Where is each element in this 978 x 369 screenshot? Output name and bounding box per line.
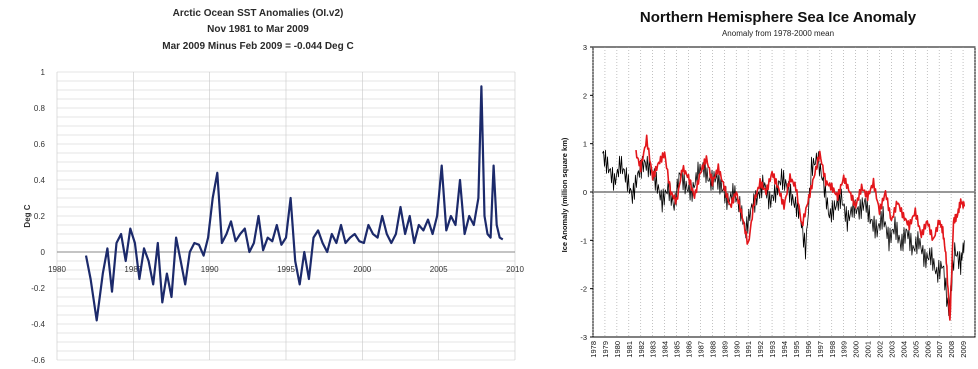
- right-x-tick-label: 1994: [780, 341, 789, 358]
- right-chart-series: [602, 134, 966, 321]
- left-y-tick-label: -0.4: [31, 320, 45, 329]
- left-x-tick-label: 1990: [201, 265, 219, 274]
- right-x-tick-label: 1996: [804, 341, 813, 358]
- left-chart-annotation: Mar 2009 Minus Feb 2009 = -0.044 Deg C: [162, 41, 353, 52]
- right-x-tick-label: 1990: [732, 341, 741, 358]
- right-y-tick-label: 0: [583, 188, 587, 197]
- right-series-red-line: [635, 134, 966, 321]
- left-series-line: [84, 85, 504, 322]
- left-chart-y-label: Deg C: [23, 204, 32, 227]
- left-x-tick-label: 2010: [506, 265, 524, 274]
- right-chart-y-label: Ice Anomaly (million square km): [560, 137, 569, 252]
- right-x-tick-label: 1981: [625, 341, 634, 358]
- right-x-tick-label: 1979: [601, 341, 610, 358]
- left-chart: Arctic Ocean SST Anomalies (OI.v2) Nov 1…: [23, 8, 524, 365]
- right-x-tick-label: 2004: [899, 341, 908, 358]
- right-x-tick-label: 1980: [613, 341, 622, 358]
- right-y-tick-label: 3: [583, 43, 587, 52]
- right-x-tick-label: 1987: [696, 341, 705, 358]
- right-x-tick-label: 2006: [923, 341, 932, 358]
- right-x-tick-label: 2005: [911, 341, 920, 358]
- left-chart-grid: [56, 71, 516, 361]
- right-x-tick-label: 1995: [792, 341, 801, 358]
- left-y-tick-label: 0.2: [34, 212, 46, 221]
- left-y-tick-label: -0.6: [31, 356, 45, 365]
- right-x-tick-label: 1993: [768, 341, 777, 358]
- right-x-tick-label: 1985: [673, 341, 682, 358]
- right-x-tick-label: 1992: [756, 341, 765, 358]
- right-x-tick-label: 1988: [708, 341, 717, 358]
- right-x-tick-label: 1989: [720, 341, 729, 358]
- right-x-tick-label: 1984: [661, 341, 670, 358]
- right-x-tick-label: 1983: [649, 341, 658, 358]
- right-y-tick-label: -2: [580, 285, 587, 294]
- left-y-tick-label: 0.4: [34, 176, 46, 185]
- left-chart-title: Arctic Ocean SST Anomalies (OI.v2): [173, 8, 344, 19]
- right-x-tick-label: 1998: [828, 341, 837, 358]
- left-y-tick-label: 0.6: [34, 140, 46, 149]
- right-x-tick-label: 1978: [589, 341, 598, 358]
- left-x-tick-label: 1995: [277, 265, 295, 274]
- left-y-tick-label: 0.8: [34, 104, 46, 113]
- right-x-tick-label: 2002: [876, 341, 885, 358]
- left-x-tick-label: 1985: [124, 265, 142, 274]
- left-x-tick-label: 1980: [48, 265, 66, 274]
- right-x-tick-label: 1997: [816, 341, 825, 358]
- right-x-tick-label: 2000: [852, 341, 861, 358]
- right-y-tick-label: -3: [580, 333, 587, 342]
- right-x-tick-label: 2001: [864, 341, 873, 358]
- right-chart: Northern Hemisphere Sea Ice Anomaly Anom…: [560, 9, 976, 358]
- right-x-tick-label: 1999: [840, 341, 849, 358]
- right-x-tick-label: 2008: [947, 341, 956, 358]
- right-y-tick-label: 2: [583, 91, 587, 100]
- right-y-tick-label: 1: [583, 140, 587, 149]
- right-x-tick-label: 2009: [959, 341, 968, 358]
- right-x-tick-label: 1982: [637, 341, 646, 358]
- right-chart-title: Northern Hemisphere Sea Ice Anomaly: [640, 9, 917, 26]
- left-chart-series: [84, 85, 504, 322]
- left-chart-subtitle: Nov 1981 to Mar 2009: [207, 24, 309, 35]
- left-x-tick-label: 2000: [353, 265, 371, 274]
- right-chart-subtitle: Anomaly from 1978-2000 mean: [722, 29, 834, 38]
- right-chart-grid: [592, 47, 976, 337]
- right-y-tick-label: -1: [580, 236, 587, 245]
- right-series-black-line: [602, 149, 965, 316]
- right-x-tick-label: 2007: [935, 341, 944, 358]
- right-x-tick-label: 1986: [685, 341, 694, 358]
- left-chart-ticks: 1 0.8 0.6 0.4 0.2 0 -0.2 -0.4 -0.6 1980 1985 1990 19…: [31, 68, 524, 365]
- left-y-tick-label: -0.2: [31, 284, 45, 293]
- right-x-tick-label: 2003: [887, 341, 896, 358]
- right-x-tick-label: 1991: [744, 341, 753, 358]
- left-y-tick-label: 0: [41, 248, 46, 257]
- left-y-tick-label: 1: [41, 68, 46, 77]
- left-x-tick-label: 2005: [430, 265, 448, 274]
